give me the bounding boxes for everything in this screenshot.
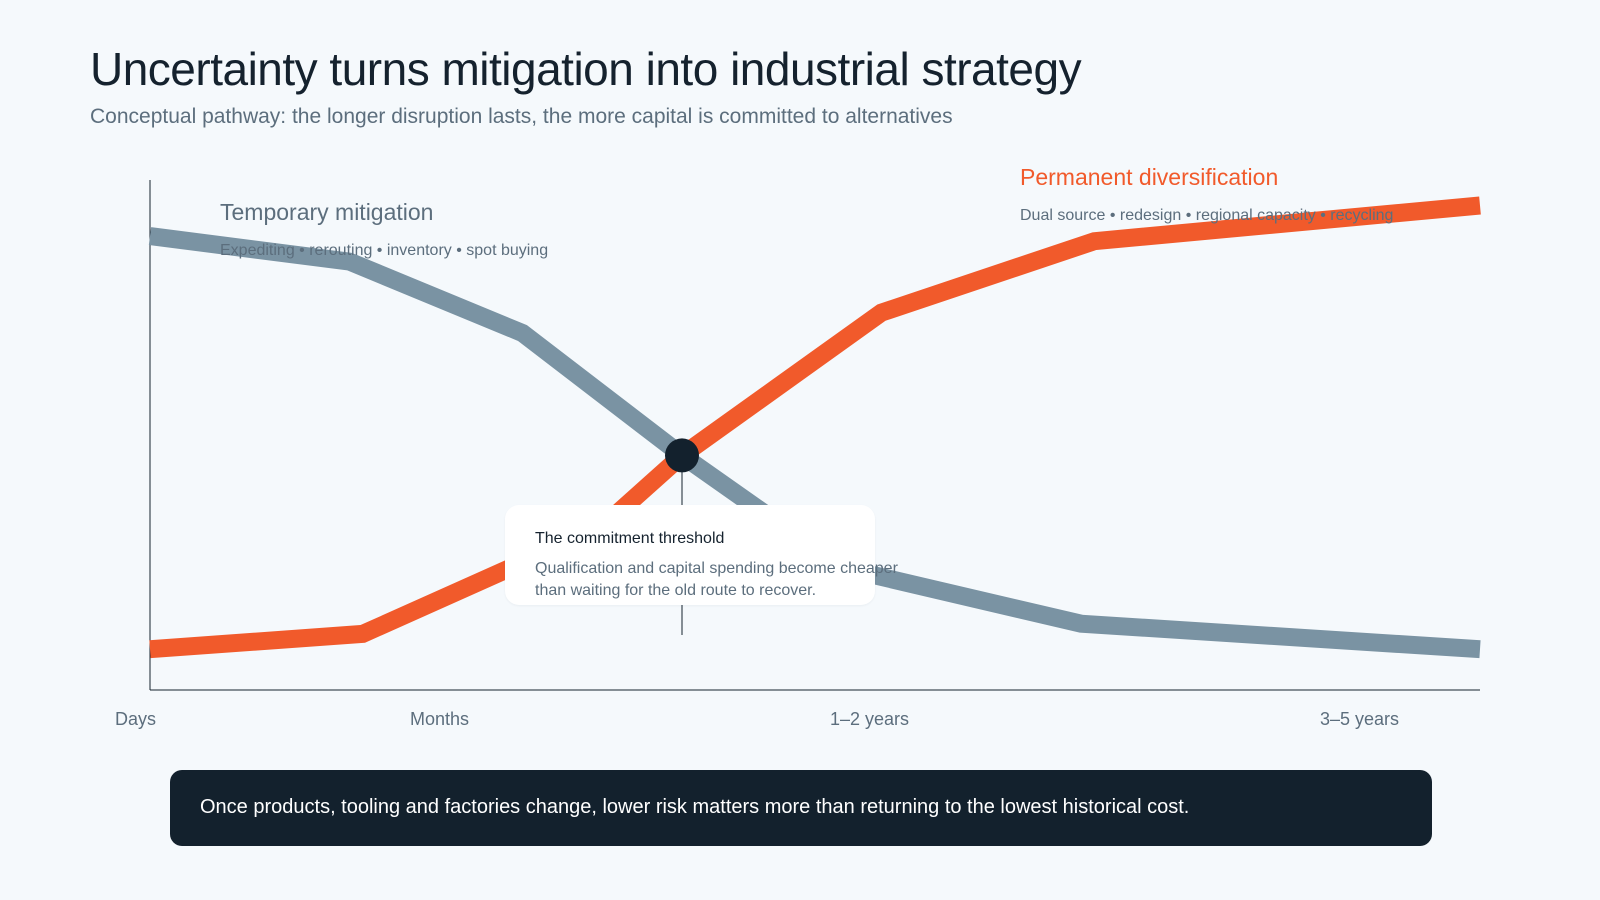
callout-title: The commitment threshold	[535, 530, 725, 547]
mitigation-series-detail: Expediting • rerouting • inventory • spo…	[220, 242, 548, 259]
callout-body: Qualification and capital spending becom…	[535, 560, 898, 599]
x-tick-label: Months	[410, 709, 469, 729]
chart-subtitle: Conceptual pathway: the longer disruptio…	[90, 105, 953, 128]
banner-text: Once products, tooling and factories cha…	[200, 796, 1190, 818]
threshold-callout: The commitment threshold Qualification a…	[505, 505, 898, 605]
mitigation-series-label: Temporary mitigation	[220, 199, 433, 225]
takeaway-banner: Once products, tooling and factories cha…	[170, 770, 1432, 846]
threshold-dot	[665, 438, 699, 473]
diversification-series-label: Permanent diversification	[1020, 164, 1278, 190]
x-tick-label: Days	[115, 709, 156, 729]
chart-title: Uncertainty turns mitigation into indust…	[90, 43, 1082, 95]
x-tick-label: 3–5 years	[1320, 709, 1399, 729]
x-tick-label: 1–2 years	[830, 709, 909, 729]
diversification-series-detail: Dual source • redesign • regional capaci…	[1020, 207, 1393, 224]
